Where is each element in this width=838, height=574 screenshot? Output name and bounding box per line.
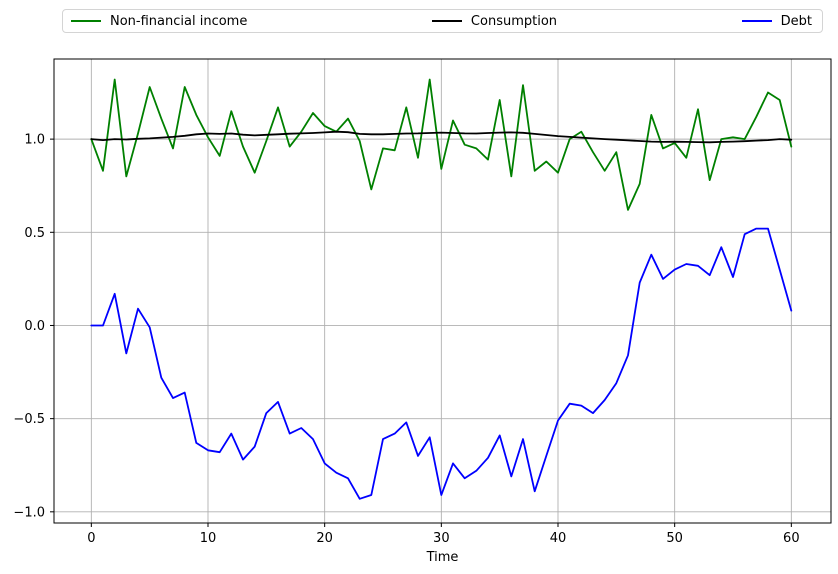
x-tick-label: 60 — [783, 531, 800, 546]
y-tick-label: 1.0 — [24, 133, 45, 148]
x-tick-label: 20 — [316, 531, 333, 546]
axis-tick-labels: 0 10 20 30 40 50 60 −1.0 −0.5 0.0 0.5 1.0 — [13, 133, 799, 546]
x-tick-label: 0 — [87, 531, 95, 546]
y-tick-label: −1.0 — [13, 505, 45, 520]
series-line-non-financial-income — [90, 78, 793, 211]
debt-line-swatch-icon — [741, 20, 772, 22]
legend-item-debt: Debt — [741, 13, 812, 29]
series-line-debt — [90, 227, 793, 500]
legend-item-consumption: Consumption — [431, 13, 558, 29]
legend-label-non-financial-income: Non-financial income — [110, 13, 248, 29]
axis-ticks — [50, 138, 792, 527]
x-axis-label: Time — [426, 550, 459, 565]
x-tick-label: 30 — [433, 531, 450, 546]
x-tick-label: 10 — [200, 531, 217, 546]
y-tick-label: 0.5 — [24, 226, 45, 241]
grid — [54, 59, 831, 523]
legend: Non-financial income Consumption Debt — [62, 9, 823, 33]
y-tick-label: −0.5 — [13, 412, 45, 427]
x-tick-label: 40 — [550, 531, 567, 546]
legend-label-consumption: Consumption — [470, 13, 558, 29]
axes-frame — [53, 58, 832, 524]
non-financial-income-line-swatch-icon — [71, 20, 101, 22]
x-tick-label: 50 — [666, 531, 683, 546]
y-tick-label: 0.0 — [24, 319, 45, 334]
series-line-consumption — [90, 130, 793, 144]
legend-item-non-financial-income: Non-financial income — [71, 15, 247, 28]
legend-label-debt: Debt — [780, 13, 812, 29]
consumption-line-swatch-icon — [431, 20, 462, 22]
